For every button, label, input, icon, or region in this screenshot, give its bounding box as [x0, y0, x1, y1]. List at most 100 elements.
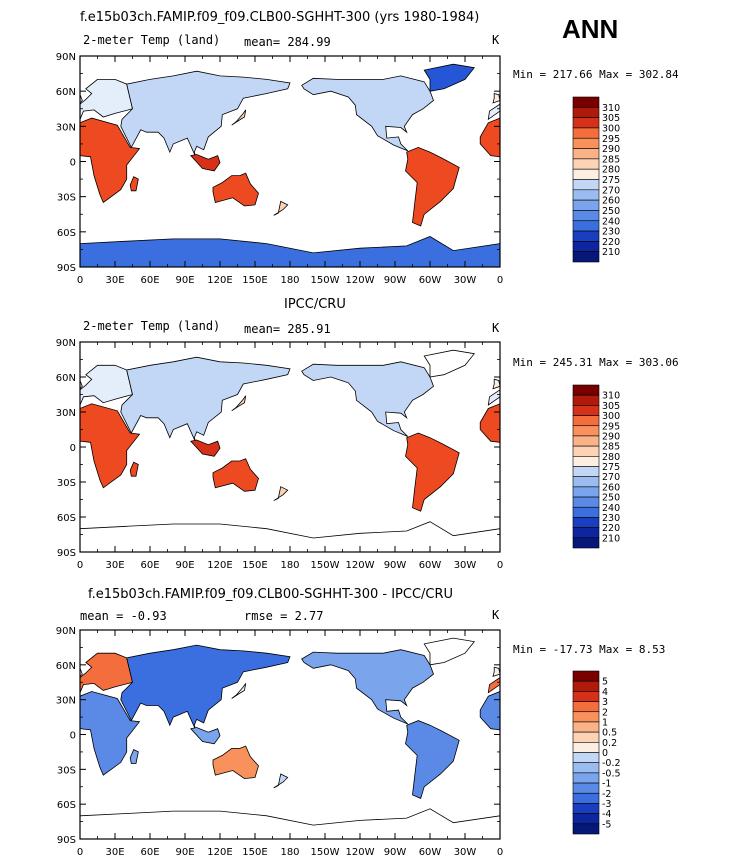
- land-asia: [120, 70, 291, 160]
- x-tick-label: 60W: [419, 847, 442, 858]
- colorbar-level-label: -1: [602, 779, 611, 790]
- y-tick-label: 60N: [56, 373, 76, 384]
- colorbar-level-label: 250: [602, 206, 620, 217]
- x-tick-label: 120E: [207, 847, 232, 858]
- colorbar-level-label: 4: [602, 687, 608, 698]
- x-tick-label: 150W: [311, 275, 340, 286]
- x-tick-label: 150W: [311, 560, 340, 571]
- colorbar-swatch: [572, 527, 600, 539]
- colorbar-swatch: [572, 772, 600, 784]
- colorbar-swatch: [572, 792, 600, 804]
- panel-2-variable-label: 2-meter Temp (land): [83, 319, 221, 333]
- x-tick-label: 120W: [346, 847, 375, 858]
- x-tick-label: 60W: [419, 560, 442, 571]
- colorbar-swatch: [572, 445, 600, 457]
- x-tick-label: 60E: [140, 847, 159, 858]
- colorbar-swatch: [572, 752, 600, 763]
- panel-1-units: K: [492, 33, 500, 47]
- land-samerica: [405, 146, 460, 227]
- y-tick-label: 0: [70, 443, 76, 454]
- land-japan: [231, 109, 247, 126]
- colorbar-swatch: [572, 230, 600, 242]
- colorbar-swatch: [572, 670, 600, 682]
- x-tick-label: 150E: [242, 275, 267, 286]
- colorbar-swatch: [572, 127, 600, 139]
- land-madagascar: [129, 176, 139, 192]
- colorbar-level-label: 210: [602, 533, 620, 544]
- y-tick-label: 60S: [57, 800, 76, 811]
- colorbar-swatch: [572, 680, 600, 692]
- panel-3-units: K: [492, 608, 500, 622]
- y-tick-label: 30N: [56, 408, 76, 419]
- colorbar-level-label: 305: [602, 113, 620, 124]
- colorbar-swatch: [572, 711, 600, 723]
- x-tick-label: 90E: [175, 847, 194, 858]
- colorbar-level-label: 295: [602, 421, 620, 432]
- colorbar-level-label: 260: [602, 482, 620, 493]
- colorbar-swatch: [572, 137, 600, 149]
- colorbar-swatch: [572, 476, 600, 488]
- colorbar-level-label: 275: [602, 462, 620, 473]
- x-tick-label: 150W: [311, 847, 340, 858]
- x-tick-label: 90E: [175, 560, 194, 571]
- panel-3-title: f.e15b03ch.FAMIP.f09_f09.CLB00-SGHHT-300…: [88, 587, 454, 602]
- colorbar-level-label: 280: [602, 165, 620, 176]
- colorbar-swatch: [572, 486, 600, 498]
- colorbar-swatch: [572, 537, 600, 549]
- land-africa: [79, 691, 141, 776]
- y-tick-label: 30N: [56, 122, 76, 133]
- x-tick-label: 90W: [384, 275, 407, 286]
- colorbar-level-label: 310: [602, 103, 620, 114]
- x-tick-label: 60E: [140, 275, 159, 286]
- colorbar-level-label: 240: [602, 503, 620, 514]
- colorbar-swatch: [572, 148, 600, 160]
- x-tick-label: 120E: [207, 560, 232, 571]
- x-tick-label: 180: [280, 847, 299, 858]
- y-tick-label: 60N: [56, 87, 76, 98]
- land-greenland: [423, 637, 476, 666]
- colorbar-level-label: -0.2: [602, 758, 621, 769]
- colorbar-swatch: [572, 199, 600, 211]
- land-namerica: [301, 361, 434, 437]
- colorbar-swatch: [572, 823, 600, 835]
- colorbar-swatch: [572, 742, 600, 753]
- land-australia: [212, 172, 259, 207]
- colorbar-level-label: 220: [602, 237, 620, 248]
- panel-2-colorbar: 3103053002952902852802752702602502402302…: [572, 384, 620, 549]
- panel-1-title: f.e15b03ch.FAMIP.f09_f09.CLB00-SGHHT-300…: [80, 10, 480, 25]
- x-tick-label: 0: [497, 275, 503, 286]
- land-samerica: [405, 432, 460, 512]
- land-greenland: [423, 349, 476, 378]
- x-tick-label: 120W: [346, 560, 375, 571]
- land-asia: [120, 356, 291, 445]
- y-tick-label: 90N: [56, 626, 76, 637]
- land-europe: [79, 364, 133, 406]
- y-tick-label: 60S: [57, 513, 76, 524]
- panel-2-title: IPCC/CRU: [284, 297, 346, 312]
- x-tick-label: 120W: [346, 275, 375, 286]
- land-japan: [231, 395, 247, 412]
- colorbar-level-label: -5: [602, 819, 611, 830]
- colorbar-swatch: [572, 517, 600, 528]
- x-tick-label: 90W: [384, 560, 407, 571]
- colorbar-level-label: 3: [602, 697, 608, 708]
- x-tick-label: 180: [280, 560, 299, 571]
- panel-1-variable-label: 2-meter Temp (land): [83, 33, 221, 47]
- colorbar-swatch: [572, 435, 600, 447]
- colorbar-swatch: [572, 394, 600, 406]
- colorbar-level-label: 230: [602, 513, 620, 524]
- x-tick-label: 60E: [140, 560, 159, 571]
- land-madagascar: [129, 461, 139, 477]
- colorbar-level-label: 2: [602, 707, 608, 718]
- colorbar-swatch: [572, 405, 600, 416]
- land-uk-wrap: [492, 378, 501, 390]
- colorbar-level-label: 270: [602, 472, 620, 483]
- colorbar-level-label: 290: [602, 144, 620, 155]
- land-uk-wrap: [492, 666, 501, 678]
- colorbar-swatch: [572, 117, 600, 129]
- colorbar-swatch: [572, 96, 600, 108]
- colorbar-swatch: [572, 158, 600, 170]
